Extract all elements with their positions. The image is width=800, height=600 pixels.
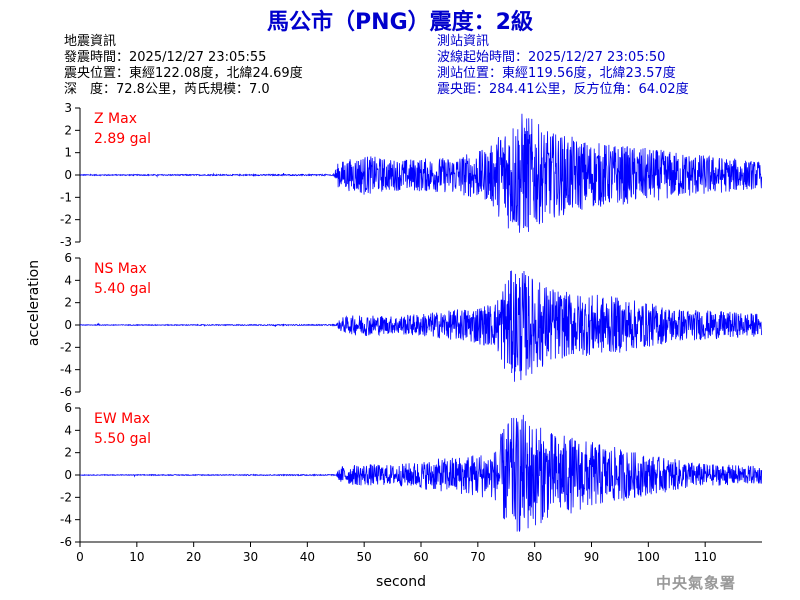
station-info-block: 測站資訊 波線起始時間：2025/12/27 23:05:50 測站位置：東經1… [437,34,689,98]
x-tick-label: 10 [129,550,144,564]
y-tick-label: -6 [60,385,72,399]
max-value-label: 2.89 gal [94,131,151,147]
y-tick-label: 0 [64,168,72,182]
max-value-label: 5.40 gal [94,281,151,297]
y-tick-label: 0 [64,468,72,482]
x-tick-label: 0 [76,550,84,564]
max-value-label: 5.50 gal [94,431,151,447]
x-tick-label: 70 [470,550,485,564]
y-tick-label: -2 [60,490,72,504]
y-tick-label: -4 [60,363,72,377]
y-tick-label: 2 [64,296,72,310]
y-tick-label: -1 [60,190,72,204]
origin-time: 發震時間：2025/12/27 23:05:55 [64,50,267,65]
y-tick-label: 1 [64,146,72,160]
x-tick-label: 110 [694,550,717,564]
component-label: NS Max [94,261,147,277]
y-tick-label: 6 [64,251,72,265]
depth-magnitude: 深 度：72.8公里，芮氏規模：7.0 [64,82,270,97]
y-axis-label: acceleration [26,260,42,346]
y-tick-label: 2 [64,123,72,137]
wave-start-time: 波線起始時間：2025/12/27 23:05:50 [437,50,666,65]
waveform-line [79,270,763,382]
x-axis-label: second [376,574,426,590]
epicenter-location: 震央位置：東經122.08度，北緯24.69度 [64,66,303,81]
epicentral-distance: 震央距：284.41公里，反方位角：64.02度 [437,82,689,97]
y-tick-label: 4 [64,423,72,437]
x-tick-label: 30 [243,550,258,564]
y-tick-label: -3 [60,235,72,249]
y-tick-label: 0 [64,318,72,332]
agency-watermark: 中央氣象署 [656,574,737,592]
station-info-heading: 測站資訊 [437,34,490,49]
x-tick-label: 20 [186,550,201,564]
y-tick-label: -4 [60,513,72,527]
y-tick-label: 6 [64,401,72,415]
quake-info-block: 地震資訊 發震時間：2025/12/27 23:05:55 震央位置：東經122… [64,34,303,98]
y-tick-label: 4 [64,273,72,287]
y-tick-label: -2 [60,213,72,227]
x-tick-label: 40 [300,550,315,564]
chart-title: 馬公市（PNG）震度：2級 [267,10,533,35]
x-tick-label: 50 [357,550,372,564]
y-tick-label: -2 [60,340,72,354]
y-tick-label: -6 [60,535,72,549]
station-location: 測站位置：東經119.56度，北緯23.57度 [437,66,676,81]
x-tick-label: 100 [637,550,660,564]
component-label: EW Max [94,411,150,427]
x-tick-label: 60 [413,550,428,564]
x-tick-label: 80 [527,550,542,564]
quake-info-heading: 地震資訊 [64,34,117,49]
y-tick-label: 3 [64,101,72,115]
x-tick-label: 90 [584,550,599,564]
waveform-line [79,113,763,233]
component-label: Z Max [94,111,137,127]
waveform-line [79,414,763,532]
y-tick-label: 2 [64,446,72,460]
